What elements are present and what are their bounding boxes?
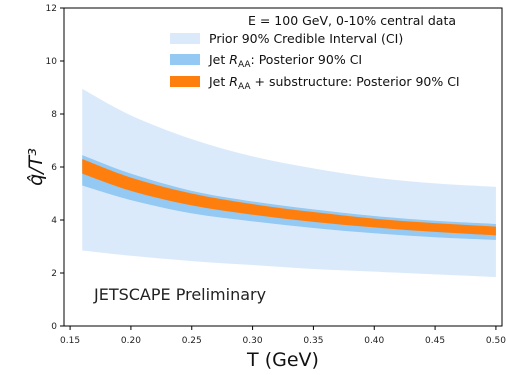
legend-title: E = 100 GeV, 0-10% central data (248, 13, 456, 28)
x-tick-label: 0.40 (364, 336, 384, 346)
legend-item-prior-label: Prior 90% Credible Interval (CI) (209, 31, 403, 46)
x-tick-label: 0.35 (303, 336, 323, 346)
annotation-jetscape-preliminary: JETSCAPE Preliminary (93, 285, 266, 304)
y-tick-label: 2 (51, 269, 57, 279)
x-tick-label: 0.50 (486, 336, 506, 346)
x-axis: 0.15 0.20 0.25 0.30 0.35 0.40 0.45 0.50 (60, 326, 506, 346)
y-axis: 0 2 4 6 8 10 12 (46, 4, 64, 332)
legend: E = 100 GeV, 0-10% central data Prior 90… (170, 13, 460, 92)
y-axis-label: q̂/T³ (25, 148, 47, 186)
y-tick-label: 10 (46, 57, 58, 67)
bands-layer (82, 88, 496, 277)
y-tick-label: 6 (51, 163, 57, 173)
legend-item-jet-raa-label: Jet RAA: Posterior 90% CI (208, 52, 362, 70)
legend-item-prior-swatch (170, 33, 200, 44)
y-tick-label: 8 (51, 110, 57, 120)
y-tick-label: 0 (51, 322, 57, 332)
x-tick-label: 0.15 (60, 336, 80, 346)
legend-item-jet-raa-substructure-swatch (170, 76, 200, 87)
legend-item-jet-raa-swatch (170, 54, 200, 65)
y-tick-label: 4 (51, 216, 57, 226)
x-axis-label: T (GeV) (246, 349, 319, 371)
legend-item-jet-raa-substructure-label: Jet RAA + substructure: Posterior 90% CI (208, 74, 460, 92)
band-jet-raa-substructure-posterior-90-ci (82, 159, 496, 236)
x-tick-label: 0.30 (243, 336, 263, 346)
x-tick-label: 0.45 (425, 336, 445, 346)
band-jet-raa-posterior-90-ci (82, 155, 496, 240)
x-tick-label: 0.25 (182, 336, 202, 346)
x-tick-label: 0.20 (121, 336, 141, 346)
y-tick-label: 12 (46, 4, 57, 14)
